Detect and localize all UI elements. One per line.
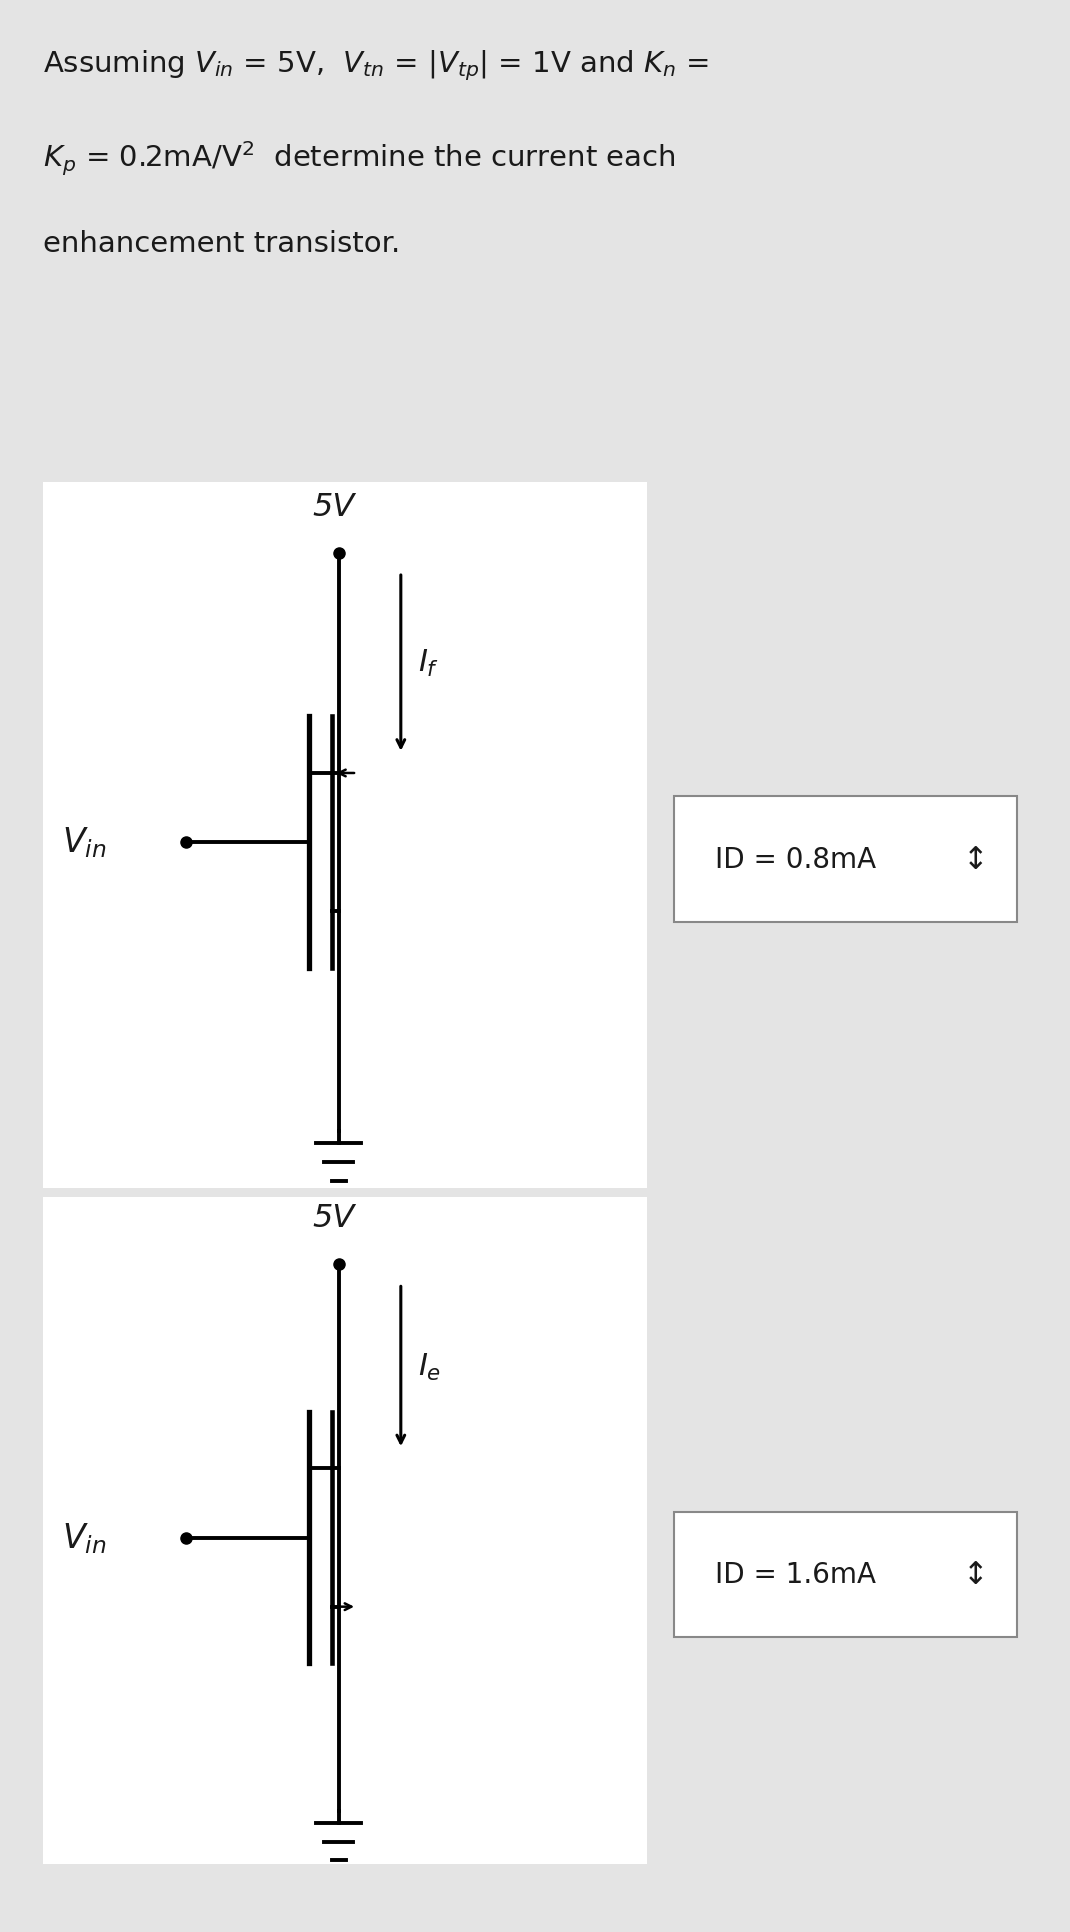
Bar	[43, 1198, 647, 1864]
Text: $I_e$: $I_e$	[418, 1350, 441, 1381]
Bar	[674, 796, 1016, 922]
Text: ↕: ↕	[963, 844, 989, 875]
Text: enhancement transistor.: enhancement transistor.	[43, 230, 400, 257]
Bar	[674, 1511, 1016, 1636]
Text: $V_{in}$: $V_{in}$	[62, 825, 107, 860]
Text: ID = 0.8mA: ID = 0.8mA	[715, 846, 876, 873]
Text: ID = 1.6mA: ID = 1.6mA	[715, 1561, 876, 1588]
Text: 5V: 5V	[312, 491, 354, 522]
Text: Assuming $V_{in}$ = 5V,  $V_{tn}$ = |$V_{tp}$| = 1V and $K_n$ =: Assuming $V_{in}$ = 5V, $V_{tn}$ = |$V_{…	[43, 48, 708, 83]
Text: ↕: ↕	[963, 1559, 989, 1590]
Text: $I_f$: $I_f$	[418, 647, 439, 678]
Text: $V_{in}$: $V_{in}$	[62, 1520, 107, 1555]
Text: $K_p$ = 0.2mA/V$^2$  determine the current each: $K_p$ = 0.2mA/V$^2$ determine the curren…	[43, 139, 675, 178]
Text: 5V: 5V	[312, 1202, 354, 1233]
Bar	[43, 483, 647, 1188]
